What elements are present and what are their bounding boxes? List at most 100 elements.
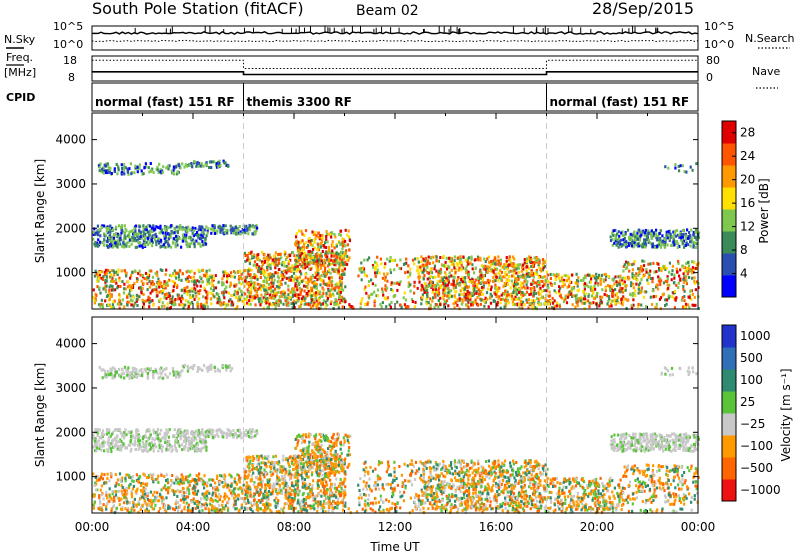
range-cell (517, 266, 521, 270)
range-cell (459, 255, 462, 259)
range-cell (142, 302, 145, 306)
range-cell (314, 296, 318, 300)
range-cell (432, 288, 435, 292)
range-cell (147, 166, 150, 170)
range-cell (114, 490, 117, 494)
range-cell (193, 245, 196, 249)
range-cell (192, 289, 195, 293)
range-cell (570, 280, 573, 284)
range-cell (300, 249, 303, 253)
range-cell (170, 479, 173, 482)
range-cell (234, 229, 237, 233)
range-cell (513, 269, 516, 272)
range-cell (595, 295, 598, 299)
range-cell (497, 279, 500, 283)
range-cell (146, 288, 149, 292)
range-cell (184, 277, 187, 281)
range-cell (277, 261, 280, 265)
range-cell (318, 258, 321, 262)
range-cell (108, 244, 111, 248)
range-cell (277, 290, 280, 294)
range-cell (138, 166, 141, 170)
range-cell (313, 238, 316, 242)
range-cell (570, 291, 573, 295)
range-cell (686, 272, 689, 276)
range-cell (373, 299, 376, 303)
range-cell (303, 233, 306, 237)
range-cell (287, 269, 290, 273)
range-cell (206, 282, 209, 286)
range-cell (689, 234, 692, 238)
range-cell (161, 291, 164, 295)
range-cell (195, 474, 198, 477)
range-cell (256, 282, 259, 286)
range-cell (104, 233, 107, 237)
range-cell (120, 225, 123, 229)
range-cell (485, 281, 488, 285)
range-cell (205, 494, 208, 498)
range-cell (305, 245, 308, 249)
range-cell (658, 240, 661, 243)
range-cell (549, 277, 552, 280)
range-cell (458, 297, 461, 301)
range-cell (657, 287, 660, 291)
range-cell (251, 295, 254, 299)
range-cell (413, 284, 416, 288)
range-cell (340, 250, 343, 254)
range-cell (112, 236, 115, 240)
range-cell (196, 284, 199, 288)
range-cell (513, 287, 516, 291)
range-cell (655, 244, 658, 248)
range-cell (243, 251, 246, 255)
range-cell (138, 229, 141, 233)
range-cell (346, 233, 349, 237)
range-cell (432, 255, 435, 259)
range-cell (494, 283, 497, 287)
range-cell (530, 258, 533, 262)
range-cell (540, 269, 543, 273)
range-cell (201, 280, 204, 284)
range-cell (181, 162, 184, 166)
range-cell (505, 264, 508, 268)
range-cell (285, 258, 288, 261)
range-cell (673, 233, 676, 237)
range-cell (446, 294, 449, 298)
y-tick-label: 4000 (55, 133, 86, 147)
range-cell (344, 244, 347, 248)
range-cell (467, 273, 471, 277)
range-cell (376, 288, 380, 292)
range-cell (546, 299, 549, 303)
range-cell (150, 168, 153, 172)
range-cell (293, 288, 296, 292)
range-cell (93, 274, 97, 278)
range-cell (533, 281, 536, 285)
range-cell (466, 295, 469, 299)
range-cell (311, 258, 314, 262)
range-cell (203, 306, 206, 310)
range-cell (306, 302, 309, 306)
range-cell (621, 278, 624, 282)
range-cell (490, 285, 493, 289)
range-cell (604, 278, 607, 282)
range-cell (682, 232, 685, 236)
range-cell (181, 297, 184, 301)
range-cell (485, 291, 489, 295)
range-cell (512, 303, 515, 307)
range-cell (554, 273, 557, 277)
range-cell (638, 228, 641, 232)
range-cell (687, 267, 690, 270)
range-cell (514, 282, 517, 286)
range-cell (374, 274, 377, 278)
range-cell (547, 286, 550, 290)
range-cell (635, 272, 638, 276)
range-cell (529, 272, 532, 276)
range-cell (257, 253, 260, 257)
range-cell (136, 278, 139, 281)
range-cell (196, 478, 199, 482)
range-cell (500, 293, 503, 297)
range-cell (125, 489, 128, 493)
range-cell (461, 298, 464, 302)
cpid-segments-group: normal (fast) 151 RF themis 3300 RF normal… (95, 83, 689, 111)
range-cell (536, 273, 539, 276)
range-cell (195, 233, 198, 237)
